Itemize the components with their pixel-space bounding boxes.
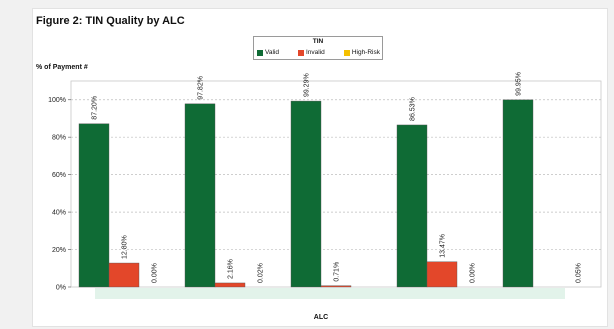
x-axis-band [95, 288, 565, 299]
bar-valid-5 [502, 99, 534, 288]
chart-panel: Figure 2: TIN Quality by ALC TIN Valid I… [32, 8, 608, 327]
legend-item-valid: Valid [257, 49, 279, 56]
plot-area: 0% 20% 40% 60% 80% 100% 87.20% 97.82% 99.29% 86.5… [48, 72, 602, 299]
data-label: 13.47% [440, 234, 447, 258]
y-tick-label: 20% [52, 247, 66, 254]
bar-valid-2 [184, 103, 216, 288]
chart-title: Figure 2: TIN Quality by ALC [36, 15, 185, 27]
data-label: 0.00% [470, 263, 477, 283]
y-tick-label: 60% [52, 172, 66, 179]
legend-label-high-risk: High-Risk [351, 49, 380, 56]
y-tick-label: 40% [52, 210, 66, 217]
legend-item-high-risk: High-Risk [343, 49, 380, 56]
x-axis-label: ALC [313, 314, 329, 321]
bar-invalid-2 [214, 282, 246, 288]
data-label: 0.05% [576, 263, 583, 283]
bar-invalid-4 [426, 261, 458, 288]
data-label: 2.16% [228, 259, 235, 279]
data-label: 97.82% [198, 76, 205, 100]
legend-item-invalid: Invalid [298, 49, 325, 56]
legend-swatch-invalid [298, 49, 304, 56]
data-label: 0.00% [152, 263, 159, 283]
data-label: 99.29% [304, 73, 311, 97]
y-tick-label: 80% [52, 135, 66, 142]
legend-label-invalid: Invalid [306, 49, 325, 56]
data-label: 12.80% [122, 235, 129, 259]
legend-items: Valid Invalid High-Risk [257, 49, 380, 56]
legend-swatch-valid [257, 49, 263, 56]
y-tick-label: 0% [56, 285, 66, 292]
bar-valid-3 [290, 100, 322, 288]
data-label: 0.02% [258, 263, 265, 283]
bar-valid-4 [396, 124, 428, 288]
y-axis-label: % of Payment # [36, 64, 88, 71]
data-label: 0.71% [334, 262, 341, 282]
chart-legend: TIN Valid Invalid High-Risk [253, 36, 383, 60]
data-label: 86.53% [410, 97, 417, 121]
legend-title: TIN [312, 38, 324, 45]
data-label: 87.20% [92, 96, 99, 120]
legend-swatch-high-risk [343, 49, 350, 56]
y-tick-label: 100% [48, 97, 66, 104]
bar-invalid-1 [108, 262, 140, 288]
bar-invalid-3 [320, 285, 352, 288]
legend-label-valid: Valid [265, 49, 279, 56]
data-label: 99.95% [516, 72, 523, 96]
bar-valid-1 [78, 123, 110, 288]
